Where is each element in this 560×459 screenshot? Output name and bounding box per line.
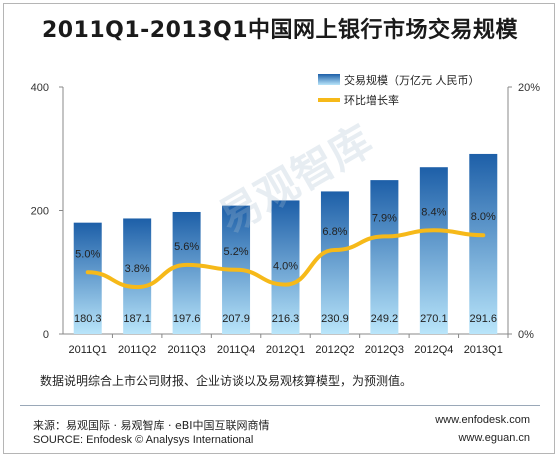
growth-value-label: 7.9% [372,212,397,224]
x-tick-label: 2012Q3 [365,344,404,356]
legend: 交易规模（万亿元 人民币） 环比增长率 [318,73,480,107]
bar [419,167,448,334]
growth-value-label: 8.4% [421,206,446,218]
y-left-tick-label: 0 [43,329,49,341]
y-left-tick-label: 200 [31,206,49,218]
y-right-tick-label: 0% [518,329,534,341]
legend-bar-swatch [318,74,340,85]
legend-line-label: 环比增长率 [344,93,399,107]
bar [320,191,349,334]
x-tick-label: 2011Q4 [217,344,255,356]
bar-value-label: 187.1 [123,313,151,325]
y-left-tick-label: 400 [31,82,49,94]
footer-divider [20,405,540,406]
bar-value-label: 197.6 [173,313,201,325]
bar-value-label: 249.2 [371,313,399,325]
growth-value-label: 6.8% [322,226,347,238]
bar [271,200,300,334]
bar-value-label: 180.3 [74,313,102,325]
y-right-tick-label: 20% [518,82,540,94]
legend-bar-label: 交易规模（万亿元 人民币） [344,73,480,87]
growth-value-label: 5.6% [174,241,199,253]
x-tick-label: 2012Q1 [266,344,305,356]
growth-line-group [85,228,486,290]
source-en: SOURCE: Enfodesk © Analysys Internationa… [33,434,254,446]
bar [172,211,201,334]
bar-value-label: 207.9 [222,313,250,325]
bar-value-label: 270.1 [420,313,448,325]
x-tick-label: 2011Q3 [167,344,205,356]
data-labels-group: 180.3 187.1 197.6 207.9 216.3 230.9 249.2 270.1… [74,206,497,325]
site-enfodesk[interactable]: www.enfodesk.com [435,414,530,426]
growth-value-label: 4.0% [273,261,298,273]
x-tick-label: 2011Q2 [118,344,156,356]
bar [123,218,152,334]
bar [73,222,102,334]
source-cn: 来源：易观国际 · 易观智库 · eBI中国互联网商情 [33,419,270,432]
bars-group [73,153,498,334]
data-note: 数据说明综合上市公司财报、企业访谈以及易观核算模型，为预测值。 [40,374,413,388]
x-tick-label: 2013Q1 [464,344,503,356]
x-tick-label: 2011Q1 [69,344,107,356]
growth-value-label: 3.8% [125,263,150,275]
x-tick-label: 2012Q4 [414,344,453,356]
bar-value-label: 291.6 [470,313,498,325]
growth-value-label: 5.0% [75,248,100,260]
growth-value-label: 8.0% [471,211,496,223]
growth-value-label: 5.2% [224,246,249,258]
bar [370,180,399,334]
bar [469,153,498,334]
bar-value-label: 216.3 [272,313,300,325]
chart-title: 2011Q1-2013Q1中国网上银行市场交易规模 [41,18,519,43]
x-tick-label: 2012Q2 [315,344,354,356]
bar-value-label: 230.9 [321,313,349,325]
site-eguan[interactable]: www.eguan.cn [458,432,530,444]
